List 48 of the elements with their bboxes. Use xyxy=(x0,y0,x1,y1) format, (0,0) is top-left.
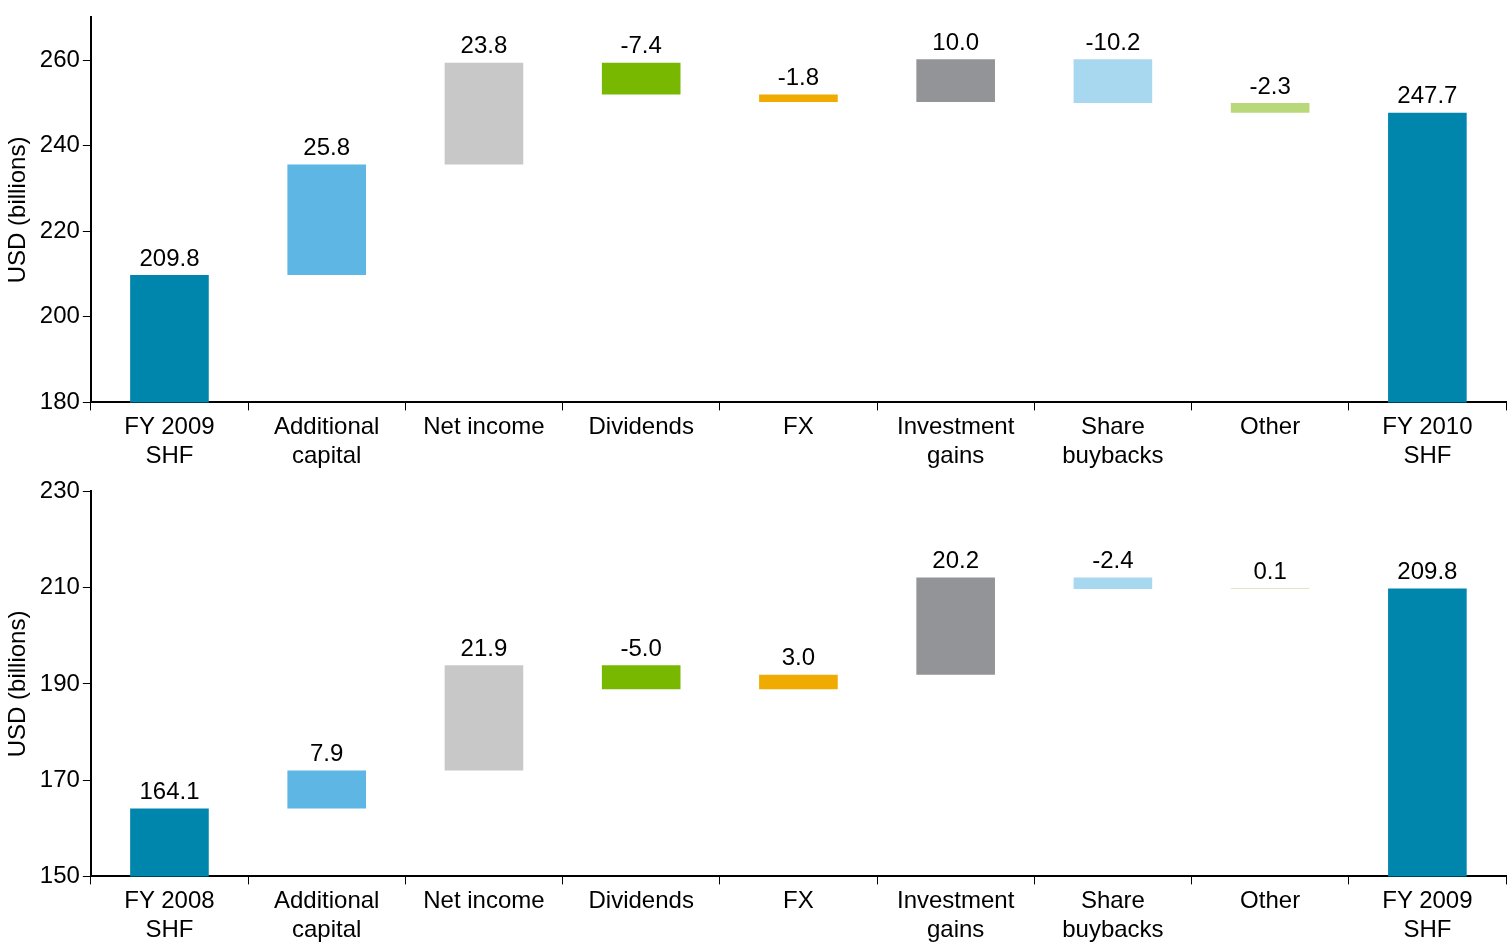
y-tick-label: 170 xyxy=(39,764,80,792)
x-tick-label: Other xyxy=(1240,886,1301,914)
y-tick-label: 240 xyxy=(39,130,80,158)
data-label: -1.8 xyxy=(777,63,820,91)
x-tick-label: Investment gains xyxy=(896,886,1015,943)
x-tick-label: FY 2009 SHF xyxy=(124,412,215,469)
data-label: -5.0 xyxy=(620,633,662,661)
x-tick-label: FY 2010 SHF xyxy=(1382,412,1473,469)
x-tick-label: Share buybacks xyxy=(1062,412,1164,469)
y-tick-label: 260 xyxy=(39,44,80,72)
x-tick-label: FY 2009 SHF xyxy=(1382,886,1473,943)
x-tick-label: Additional capital xyxy=(273,886,380,943)
data-label: 10.0 xyxy=(932,27,980,55)
x-tick-label: FY 2008 SHF xyxy=(124,886,215,943)
data-label: -10.2 xyxy=(1085,27,1141,55)
y-tick-label: 230 xyxy=(39,476,80,504)
x-tick-label: FX xyxy=(783,886,814,914)
y-tick-label: 190 xyxy=(39,668,80,696)
y-tick-label: 200 xyxy=(39,301,80,329)
data-label: -7.4 xyxy=(620,31,662,59)
x-tick-label: Other xyxy=(1240,412,1301,440)
y-axis-title: USD (billions) xyxy=(3,610,31,758)
data-label: -2.4 xyxy=(1092,546,1134,574)
data-label: 20.2 xyxy=(932,546,980,574)
data-label: 209.8 xyxy=(139,243,200,271)
x-tick-label: Additional capital xyxy=(273,412,380,469)
x-tick-label: Dividends xyxy=(588,412,694,440)
data-label: 25.8 xyxy=(303,133,351,161)
data-label: -2.3 xyxy=(1249,71,1291,99)
data-label: 3.0 xyxy=(781,643,816,671)
y-tick-label: 210 xyxy=(39,572,80,600)
x-tick-label: Net income xyxy=(423,412,545,440)
data-label: 164.1 xyxy=(139,777,200,805)
y-axis-title: USD (billions) xyxy=(3,136,31,284)
x-tick-label: Net income xyxy=(423,886,545,914)
data-label: 209.8 xyxy=(1397,557,1458,585)
data-label: 7.9 xyxy=(310,739,344,767)
x-tick-label: FX xyxy=(783,412,814,440)
y-tick-label: 220 xyxy=(39,215,80,243)
x-tick-label: Investment gains xyxy=(896,412,1015,469)
data-label: 0.1 xyxy=(1253,557,1287,585)
x-tick-label: Share buybacks xyxy=(1062,886,1164,943)
data-label: 23.8 xyxy=(460,31,508,59)
y-tick-label: 180 xyxy=(39,387,80,415)
data-label: 247.7 xyxy=(1397,81,1458,109)
x-tick-label: Dividends xyxy=(588,886,694,914)
data-label: 21.9 xyxy=(460,633,508,661)
y-tick-label: 150 xyxy=(39,861,80,889)
